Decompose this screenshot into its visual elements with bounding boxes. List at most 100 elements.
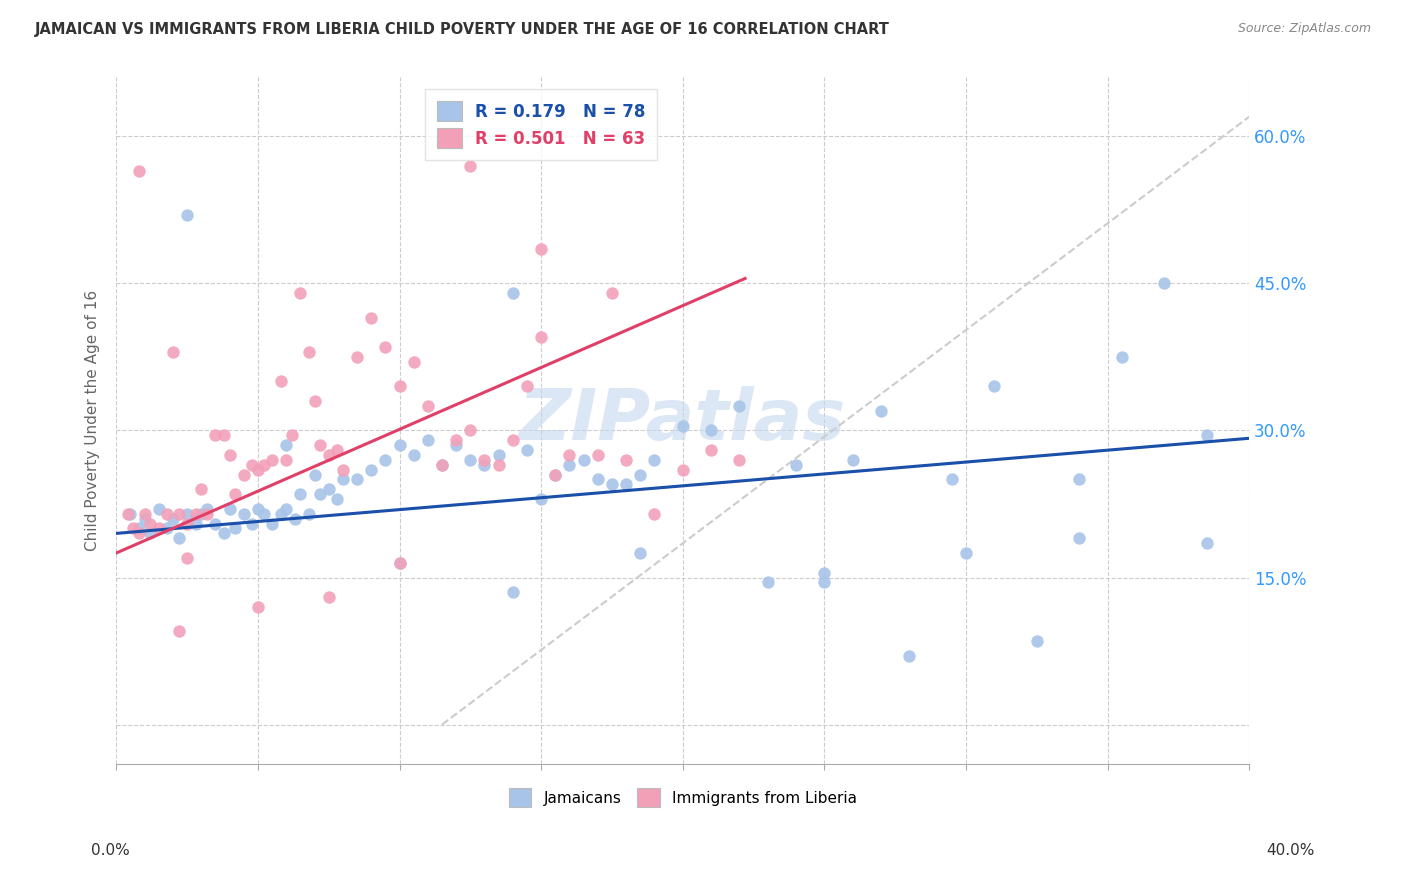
Point: [388, 379, 411, 393]
Point: [117, 507, 139, 521]
Point: [298, 507, 321, 521]
Point: [332, 463, 354, 477]
Point: [240, 458, 263, 472]
Point: [544, 467, 567, 482]
Point: [224, 487, 246, 501]
Point: [430, 458, 453, 472]
Point: [444, 438, 467, 452]
Point: [416, 434, 439, 448]
Point: [460, 424, 482, 438]
Point: [246, 463, 269, 477]
Point: [1195, 428, 1218, 442]
Point: [360, 463, 382, 477]
Point: [232, 467, 254, 482]
Point: [488, 448, 510, 462]
Point: [318, 590, 340, 604]
Point: [204, 428, 226, 442]
Point: [474, 453, 496, 467]
Point: [813, 566, 835, 580]
Point: [224, 521, 246, 535]
Point: [941, 473, 963, 487]
Point: [332, 473, 354, 487]
Point: [162, 511, 184, 525]
Point: [516, 379, 538, 393]
Point: [530, 330, 553, 344]
Point: [184, 507, 207, 521]
Point: [281, 428, 304, 442]
Text: Source: ZipAtlas.com: Source: ZipAtlas.com: [1237, 22, 1371, 36]
Point: [983, 379, 1005, 393]
Point: [318, 448, 340, 462]
Point: [374, 340, 396, 354]
Point: [1111, 350, 1133, 364]
Text: 0.0%: 0.0%: [91, 843, 131, 858]
Point: [388, 438, 411, 452]
Text: ZIPatlas: ZIPatlas: [519, 386, 846, 455]
Point: [184, 516, 207, 531]
Point: [156, 507, 179, 521]
Point: [284, 511, 307, 525]
Point: [502, 585, 524, 599]
Point: [176, 208, 198, 222]
Point: [870, 404, 893, 418]
Point: [134, 511, 156, 525]
Point: [516, 443, 538, 458]
Point: [318, 483, 340, 497]
Point: [1153, 277, 1175, 291]
Point: [218, 501, 240, 516]
Point: [240, 516, 263, 531]
Point: [474, 458, 496, 472]
Point: [128, 163, 150, 178]
Point: [156, 521, 179, 535]
Point: [176, 550, 198, 565]
Point: [195, 501, 218, 516]
Point: [1069, 473, 1091, 487]
Text: 40.0%: 40.0%: [1267, 843, 1315, 858]
Point: [488, 458, 510, 472]
Point: [785, 458, 807, 472]
Point: [309, 438, 332, 452]
Point: [402, 448, 425, 462]
Point: [530, 242, 553, 256]
Point: [304, 394, 326, 409]
Point: [276, 438, 298, 452]
Point: [728, 453, 751, 467]
Point: [167, 624, 190, 639]
Point: [212, 428, 235, 442]
Point: [841, 453, 863, 467]
Point: [139, 526, 162, 541]
Point: [134, 507, 156, 521]
Legend: Jamaicans, Immigrants from Liberia: Jamaicans, Immigrants from Liberia: [501, 780, 865, 814]
Point: [1069, 531, 1091, 545]
Point: [276, 501, 298, 516]
Point: [700, 424, 723, 438]
Point: [444, 434, 467, 448]
Point: [260, 516, 283, 531]
Point: [204, 516, 226, 531]
Point: [309, 487, 332, 501]
Point: [176, 507, 198, 521]
Point: [148, 501, 170, 516]
Point: [190, 507, 212, 521]
Point: [558, 448, 581, 462]
Point: [643, 507, 665, 521]
Point: [346, 473, 368, 487]
Point: [530, 491, 553, 506]
Point: [1025, 634, 1047, 648]
Point: [270, 375, 292, 389]
Point: [298, 345, 321, 359]
Point: [346, 350, 368, 364]
Point: [544, 467, 567, 482]
Point: [586, 473, 609, 487]
Point: [728, 399, 751, 413]
Point: [416, 399, 439, 413]
Point: [232, 507, 254, 521]
Point: [167, 507, 190, 521]
Point: [128, 521, 150, 535]
Point: [460, 159, 482, 173]
Point: [148, 521, 170, 535]
Point: [672, 463, 695, 477]
Point: [290, 286, 312, 301]
Point: [120, 507, 142, 521]
Point: [628, 467, 651, 482]
